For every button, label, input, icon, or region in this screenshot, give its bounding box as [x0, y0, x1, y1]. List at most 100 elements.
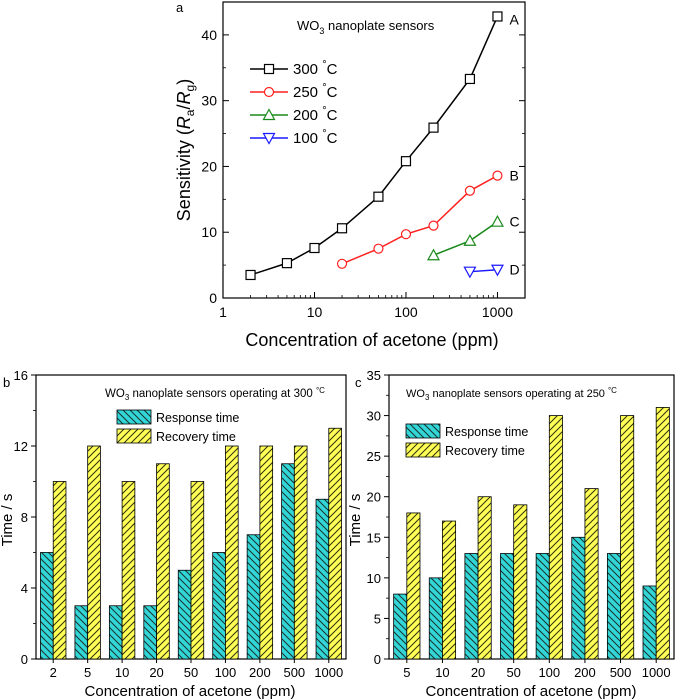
xtick-label: 1000 — [314, 665, 343, 680]
panel-b-ylabel: Time / s — [0, 494, 16, 547]
bar-response — [500, 553, 515, 660]
legend-swatch-0 — [116, 409, 152, 425]
xtick-label: 20 — [471, 665, 485, 680]
bar-recovery — [190, 481, 205, 660]
data-point-0 — [428, 122, 439, 133]
data-point-1 — [492, 170, 503, 181]
bar-recovery — [293, 445, 308, 660]
bar-recovery — [584, 488, 599, 660]
bar-response — [281, 463, 295, 660]
panel-label-c: c — [355, 375, 362, 390]
panel-a-xtick-label: 1000 — [482, 304, 513, 320]
legend-label-1: 250 °C — [293, 82, 338, 101]
bar-response — [177, 569, 192, 660]
panel-a-ytick-label: 20 — [201, 158, 217, 174]
data-point-1 — [428, 220, 439, 231]
xtick-label: 5 — [84, 665, 91, 680]
legend-label-0: 300 °C — [293, 59, 338, 78]
ytick-label: 12 — [14, 439, 28, 454]
data-point-0 — [492, 11, 503, 22]
series-end-label-2: C — [509, 214, 519, 230]
series-line-2 — [433, 221, 498, 256]
xtick-label: 500 — [610, 665, 632, 680]
bar-response — [108, 605, 123, 660]
data-point-0 — [245, 269, 256, 281]
legend-swatch-0 — [405, 423, 441, 439]
bar-response — [143, 605, 157, 660]
legend-marker-3 — [262, 132, 276, 145]
xtick-label: 10 — [115, 665, 129, 680]
xtick-label: 20 — [149, 665, 163, 680]
panel-a-ylabel: Sensitivity (Ra/Rg) — [174, 79, 197, 221]
bar-response — [535, 553, 550, 660]
panel-a-xtick-label: 100 — [394, 304, 418, 320]
series-end-label-0: A — [509, 11, 519, 27]
bar-response — [393, 593, 408, 660]
xtick-label: 100 — [538, 665, 560, 680]
xtick-label: 5 — [403, 665, 410, 680]
bar-response — [74, 605, 89, 660]
data-point-1 — [336, 258, 348, 269]
ytick-label: 20 — [367, 490, 381, 505]
bar-recovery — [442, 520, 457, 660]
ytick-label: 4 — [21, 581, 28, 596]
legend-label-2: 200 °C — [293, 105, 338, 124]
panel-label-a: a — [176, 0, 184, 15]
bar-recovery — [655, 407, 670, 660]
bar-recovery — [52, 481, 67, 660]
legend-swatch-1 — [405, 442, 441, 458]
panel-a-ytick-label: 40 — [201, 27, 217, 43]
xtick-label: 200 — [574, 665, 596, 680]
panel-c-xlabel: Concentration of acetone (ppm) — [426, 683, 637, 700]
ytick-label: 0 — [374, 652, 381, 667]
data-point-0 — [373, 191, 384, 202]
bar-response — [246, 534, 261, 660]
data-point-1 — [464, 185, 476, 196]
data-point-1 — [400, 229, 412, 240]
panel-b-chart: 2 5 10 20 50 100 200 500 1000 0 4 8 12 16 WO3 nanopla… — [0, 368, 347, 700]
legend-label-0: Response time — [445, 425, 528, 439]
ytick-label: 25 — [367, 449, 381, 464]
ytick-label: 16 — [14, 368, 28, 383]
panel-a-frame — [222, 1, 526, 299]
ytick-label: 35 — [367, 368, 381, 383]
data-point-2 — [463, 234, 477, 246]
legend-label-0: Response time — [156, 411, 239, 425]
legend-marker-0 — [263, 63, 275, 75]
bar-recovery — [513, 504, 528, 660]
bar-recovery — [620, 415, 635, 660]
data-point-0 — [281, 258, 293, 269]
panel-c-ylabel: Time / s — [347, 494, 364, 547]
legend-marker-1 — [263, 86, 275, 98]
bar-response — [642, 585, 657, 660]
bar-response — [315, 498, 330, 660]
bar-recovery — [87, 445, 101, 660]
ytick-label: 10 — [367, 571, 381, 586]
xtick-label: 100 — [215, 665, 237, 680]
panel-b-legend: Response time Recovery time — [116, 409, 239, 444]
panel-b-title: WO3 nanoplate sensors operating at 300 °… — [105, 386, 325, 402]
ytick-label: 5 — [374, 611, 381, 626]
xtick-label: 500 — [283, 665, 305, 680]
panel-a-ytick-label: 30 — [201, 93, 217, 109]
panel-a-xtick-label: 1 — [219, 304, 227, 320]
legend-swatch-1 — [116, 428, 152, 444]
legend-label-1: Recovery time — [445, 444, 525, 458]
panel-a-legend: 300 °C 250 °C 200 °C 100 °C — [250, 59, 338, 147]
bar-recovery — [477, 496, 492, 660]
bar-response — [212, 552, 226, 660]
bar-response — [606, 553, 621, 660]
panel-a-xtick-label: 10 — [307, 304, 323, 320]
ytick-label: 8 — [21, 510, 28, 525]
data-point-0 — [400, 156, 412, 167]
panel-c-title: WO3 nanoplate sensors operating at 250 °… — [406, 386, 617, 402]
data-point-3 — [490, 264, 504, 277]
series-end-label-1: B — [509, 168, 518, 184]
ytick-label: 30 — [367, 409, 381, 424]
panel-label-b: b — [3, 375, 10, 390]
panel-c-legend: Response time Recovery time — [405, 423, 528, 458]
bar-response — [464, 553, 479, 660]
panel-a-xlabel: Concentration of acetone (ppm) — [245, 330, 498, 350]
xtick-label: 200 — [249, 665, 271, 680]
